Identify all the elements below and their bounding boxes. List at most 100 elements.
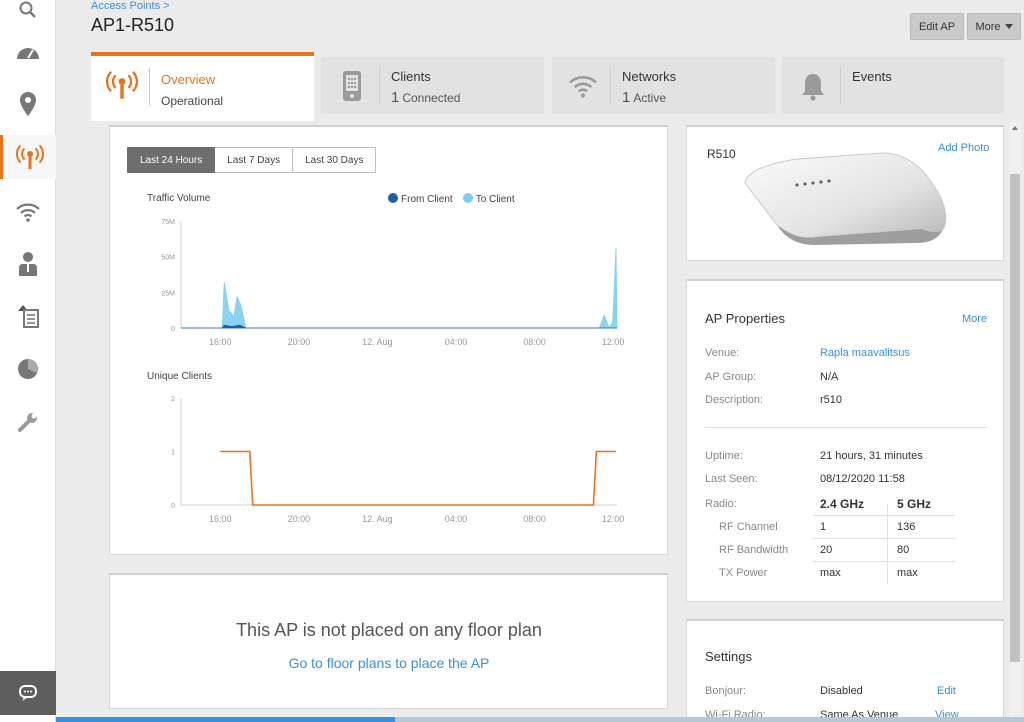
properties-more-link[interactable]: More bbox=[962, 313, 988, 325]
breadcrumb[interactable]: Access Points > bbox=[91, 0, 170, 12]
series-line-clients bbox=[220, 450, 617, 506]
sidebar-item-reports[interactable] bbox=[0, 294, 56, 338]
tab-overview-label: Overview bbox=[161, 72, 216, 87]
dashboard-icon bbox=[17, 48, 39, 59]
tab-overview[interactable]: Overview Operational bbox=[91, 52, 314, 121]
x-tick-label: 20:00 bbox=[288, 514, 311, 524]
tab-events[interactable]: Events bbox=[782, 57, 1004, 114]
sidebar-item-analytics[interactable] bbox=[0, 347, 56, 391]
tab-clients-icon bbox=[335, 69, 369, 103]
search-icon bbox=[19, 1, 36, 18]
radio-5-header: 5 GHz bbox=[897, 497, 932, 511]
ap-device-image bbox=[744, 152, 947, 245]
bonjour-label: Bonjour: bbox=[705, 685, 746, 697]
floor-plan-link[interactable]: Go to floor plans to place the AP bbox=[288, 655, 490, 671]
uptime-value: 21 hours, 31 minutes bbox=[820, 450, 923, 462]
description-label: Description: bbox=[705, 394, 764, 406]
charts-svg: 75M 50M 25M 0 16:00 20:00 12. Aug 04:00 08:00 12:… bbox=[161, 219, 625, 524]
tab-networks-sub: Active bbox=[633, 91, 667, 105]
caret-down-icon bbox=[1004, 24, 1013, 29]
settings-title: Settings bbox=[705, 649, 752, 664]
edit-ap-button[interactable]: Edit AP bbox=[910, 13, 964, 40]
rf-bandwidth-24: 20 bbox=[820, 544, 833, 556]
sidebar-item-access-points[interactable] bbox=[0, 135, 56, 179]
floor-plan-message: This AP is not placed on any floor plan bbox=[236, 620, 542, 640]
tx-power-5: max bbox=[897, 567, 918, 579]
sidebar-item-users[interactable] bbox=[0, 242, 56, 286]
wrench-icon bbox=[18, 413, 37, 432]
legend-from-client-label: From Client bbox=[401, 194, 453, 205]
ap-model: R510 bbox=[707, 147, 736, 161]
x-tick-label: 08:00 bbox=[523, 514, 546, 524]
bonjour-edit-link[interactable]: Edit bbox=[937, 685, 956, 697]
last-seen-value: 08/12/2020 11:58 bbox=[820, 473, 905, 485]
y-tick-label: 50M bbox=[161, 255, 175, 262]
page-title: AP1-R510 bbox=[91, 15, 175, 35]
venue-label: Venue: bbox=[705, 347, 740, 359]
bell-icon bbox=[802, 74, 824, 101]
bottom-progress-strip bbox=[56, 717, 1024, 722]
tab-networks-count: 1 bbox=[622, 89, 631, 106]
series-area-from-client bbox=[181, 324, 617, 329]
range-7d-button[interactable]: Last 7 Days bbox=[215, 147, 294, 173]
legend-to-client-label: To Client bbox=[475, 194, 515, 205]
scrollbar-thumb[interactable] bbox=[1010, 174, 1020, 662]
x-tick-label: 04:00 bbox=[445, 514, 468, 524]
description-value: r510 bbox=[820, 394, 843, 406]
chat-icon bbox=[19, 685, 37, 701]
ap-group-label: AP Group: bbox=[705, 371, 757, 383]
tab-clients-sub: Connected bbox=[402, 91, 461, 105]
chat-button[interactable] bbox=[0, 671, 56, 715]
y-tick-label: 0 bbox=[171, 503, 175, 510]
time-range-selector: Last 24 Hours Last 7 Days Last 30 Days bbox=[127, 147, 377, 173]
radio-24-header: 2.4 GHz bbox=[820, 497, 865, 511]
traffic-legend: From Client To Client bbox=[388, 193, 515, 205]
range-30d-button[interactable]: Last 30 Days bbox=[293, 147, 377, 173]
sidebar-item-networks[interactable] bbox=[0, 190, 56, 234]
y-tick-label: 75M bbox=[161, 219, 175, 226]
more-button[interactable]: More bbox=[967, 13, 1021, 40]
charts-panel: Last 24 Hours Last 7 Days Last 30 Days T… bbox=[109, 125, 668, 555]
legend-from-client-swatch bbox=[388, 193, 398, 203]
tab-events-label: Events bbox=[852, 69, 892, 84]
more-label: More bbox=[975, 20, 1001, 33]
scroll-up-arrow-icon[interactable] bbox=[1012, 126, 1018, 130]
sidebar-item-administration[interactable] bbox=[0, 400, 56, 444]
rf-channel-24: 1 bbox=[820, 521, 827, 533]
x-tick-label: 20:00 bbox=[288, 337, 311, 347]
sidebar-item-dashboard[interactable] bbox=[0, 30, 56, 74]
sidebar bbox=[0, 0, 56, 722]
tab-clients[interactable]: Clients 1 Connected bbox=[321, 57, 544, 114]
rf-channel-5: 136 bbox=[897, 521, 916, 533]
tab-overview-icon bbox=[105, 68, 139, 102]
tab-clients-label: Clients bbox=[391, 69, 431, 84]
tx-power-24: max bbox=[820, 567, 841, 579]
access-point-icon bbox=[106, 71, 138, 99]
tx-power-label: TX Power bbox=[719, 567, 768, 579]
tab-networks[interactable]: Networks 1 Active bbox=[552, 57, 775, 114]
range-24h-button[interactable]: Last 24 Hours bbox=[127, 147, 216, 173]
traffic-chart-title: Traffic Volume bbox=[147, 193, 211, 204]
wifi-icon bbox=[569, 75, 597, 98]
sidebar-item-search[interactable] bbox=[0, 0, 56, 32]
legend-to-client-swatch bbox=[462, 193, 473, 203]
rf-channel-label: RF Channel bbox=[719, 521, 778, 533]
legend-to-client[interactable]: To Client bbox=[462, 193, 515, 205]
x-tick-label: 16:00 bbox=[209, 337, 232, 347]
legend-from-client[interactable]: From Client bbox=[388, 193, 453, 205]
settings-panel: Settings Bonjour: Disabled Edit Wi-Fi Ra… bbox=[686, 619, 1004, 721]
wifi-icon bbox=[16, 203, 40, 222]
clients-chart-title: Unique Clients bbox=[147, 371, 213, 382]
x-tick-label: 12. Aug bbox=[362, 514, 393, 524]
venue-link[interactable]: Rapla maavalitsus bbox=[820, 347, 910, 359]
access-point-icon bbox=[15, 144, 44, 169]
floor-plan-panel: This AP is not placed on any floor plan … bbox=[109, 573, 668, 709]
x-tick-label: 12:00 bbox=[602, 337, 625, 347]
device-icon bbox=[343, 71, 361, 101]
x-tick-label: 08:00 bbox=[523, 337, 546, 347]
add-photo-link[interactable]: Add Photo bbox=[938, 142, 990, 154]
tab-networks-icon bbox=[566, 69, 600, 103]
sidebar-item-venues[interactable] bbox=[0, 82, 56, 126]
x-tick-label: 04:00 bbox=[445, 337, 468, 347]
x-tick-label: 12. Aug bbox=[362, 337, 393, 347]
